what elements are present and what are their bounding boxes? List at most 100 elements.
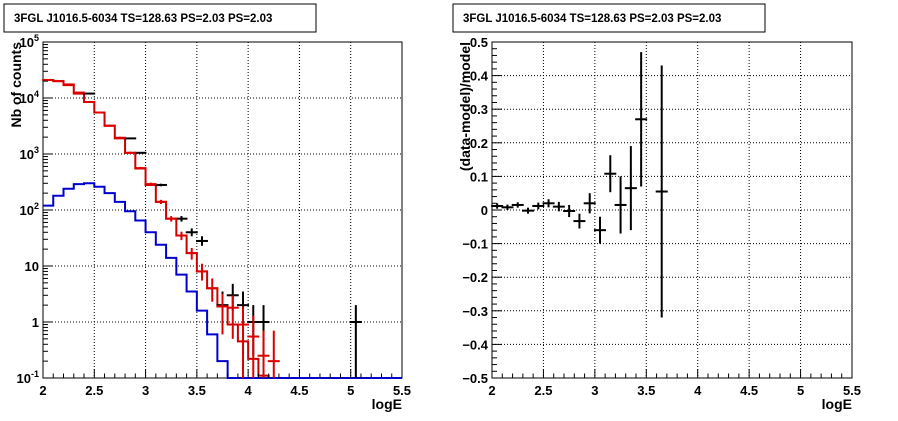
residuals-data-point (583, 193, 596, 214)
counts-data-point (134, 151, 147, 154)
residuals-data-point (614, 176, 627, 234)
counts-title: 3FGL J1016.5-6034 TS=128.63 PS=2.03 PS=2… (14, 13, 272, 25)
residuals-panel: 3FGL J1016.5-6034 TS=128.63 PS=2.03 PS=2… (452, 3, 861, 412)
counts-data-point (83, 92, 96, 95)
residuals-x-tick-label: 2.5 (534, 383, 552, 398)
counts-data-point (144, 182, 157, 186)
residuals-data (491, 52, 668, 318)
residuals-axes: 2 2.5 3 3.5 4 4.5 5 5.5 −0.5 −0.4 −0.3 −0.2 −0.1 0 0.1… (462, 35, 861, 398)
residuals-data-point (501, 204, 514, 210)
counts-y-tick-exponent: 4 (34, 89, 39, 99)
counts-data-point (216, 293, 229, 335)
residuals-data-point (522, 207, 534, 214)
counts-x-tick-label: 5.5 (393, 383, 411, 398)
residuals-data-point (563, 204, 576, 218)
counts-x-tick-label: 3.5 (188, 383, 206, 398)
residuals-grid (492, 42, 852, 378)
counts-data-point (267, 330, 280, 378)
counts-data-point (349, 305, 362, 378)
counts-y-tick-label: 102 (20, 201, 39, 218)
counts-y-tick-label: 104 (20, 89, 39, 106)
counts-data-point (134, 166, 147, 170)
counts-y-tick-base: 10 (20, 147, 34, 162)
counts-y-tick-base: 10 (25, 259, 39, 274)
residuals-y-tick-label: 0.4 (470, 69, 489, 84)
residuals-y-tick-label: 0.2 (470, 136, 488, 151)
counts-data-point (195, 263, 208, 281)
residuals-x-tick-label: 3.5 (637, 383, 655, 398)
residuals-x-tick-label: 5 (797, 383, 804, 398)
counts-y-tick-exponent: 5 (34, 33, 39, 43)
counts-x-tick-label: 4 (245, 383, 253, 398)
counts-y-tick-exponent: 3 (34, 145, 39, 155)
counts-panel: 3FGL J1016.5-6034 TS=128.63 PS=2.03 PS=2… (3, 3, 412, 412)
residuals-y-tick-label: 0.5 (470, 35, 488, 50)
residuals-x-tick-label: 2 (488, 383, 495, 398)
counts-y-tick-base: 10 (20, 203, 34, 218)
residuals-data-point (635, 52, 648, 187)
residuals-x-tick-label: 4 (694, 383, 702, 398)
counts-data-point (103, 124, 116, 127)
counts-x-axis-label: logE (372, 396, 402, 412)
counts-data-point (237, 306, 250, 378)
counts-data-point (175, 216, 188, 222)
residuals-data-point (573, 213, 586, 229)
residuals-data-point (511, 202, 524, 208)
residuals-data-point (491, 203, 504, 209)
residuals-x-tick-label: 3 (591, 383, 598, 398)
counts-x-tick-label: 2 (39, 383, 46, 398)
counts-y-tick-exponent: 2 (34, 201, 39, 211)
residuals-y-tick-label: 0 (481, 203, 488, 218)
counts-y-tick-label: 105 (20, 33, 39, 50)
counts-y-tick-base: 10 (17, 371, 31, 386)
residuals-data-point (604, 155, 617, 193)
counts-data-point (113, 136, 126, 139)
counts-data-point (154, 199, 167, 204)
counts-y-tick-label: 10 (25, 259, 39, 274)
counts-y-axis-label: Nb of counts (8, 42, 24, 128)
residuals-data-point (655, 65, 668, 318)
counts-x-tick-label: 4.5 (290, 383, 308, 398)
residuals-data-point (532, 202, 545, 210)
counts-data-point (124, 151, 137, 154)
counts-data-point (62, 83, 75, 86)
counts-data-point (93, 111, 106, 114)
counts-x-tick-label: 3 (142, 383, 149, 398)
counts-data-point (42, 78, 55, 81)
residuals-x-tick-label: 4.5 (740, 383, 758, 398)
counts-data-point (52, 80, 65, 83)
residuals-title-box (452, 3, 766, 33)
counts-data-point (165, 216, 178, 222)
counts-data-point (185, 247, 198, 260)
counts-title-box (3, 3, 317, 33)
counts-data-point (124, 137, 137, 140)
residuals-data-point (552, 201, 565, 212)
residuals-title: 3FGL J1016.5-6034 TS=128.63 PS=2.03 PS=2… (463, 13, 721, 25)
residuals-y-tick-label: −0.5 (462, 371, 488, 386)
counts-y-tick-label: 10-1 (17, 369, 39, 386)
residuals-data-point (624, 146, 637, 231)
counts-data-point (206, 278, 219, 302)
counts-histogram-series-1 (43, 182, 402, 379)
residuals-y-tick-label: 0.1 (470, 169, 488, 184)
residuals-x-axis-label: logE (822, 396, 852, 412)
counts-data-point (226, 295, 239, 339)
counts-x-tick-label: 2.5 (85, 383, 103, 398)
counts-y-tick-label: 1 (32, 315, 39, 330)
residuals-y-axis-label: (data-model)/model (457, 42, 473, 171)
counts-data (42, 78, 402, 379)
residuals-x-tick-label: 5.5 (843, 383, 861, 398)
counts-y-tick-base: 10 (20, 91, 34, 106)
counts-y-tick-base: 1 (32, 315, 39, 330)
counts-y-tick-base: 10 (20, 35, 34, 50)
residuals-y-tick-label: −0.3 (462, 304, 488, 319)
residuals-y-tick-label: −0.1 (462, 237, 488, 252)
counts-data-point (175, 231, 188, 241)
counts-data-point (185, 228, 198, 237)
residuals-y-tick-label: −0.4 (462, 337, 488, 352)
residuals-y-tick-label: −0.2 (462, 270, 488, 285)
counts-data-point (154, 183, 167, 187)
counts-y-tick-label: 103 (20, 145, 39, 162)
